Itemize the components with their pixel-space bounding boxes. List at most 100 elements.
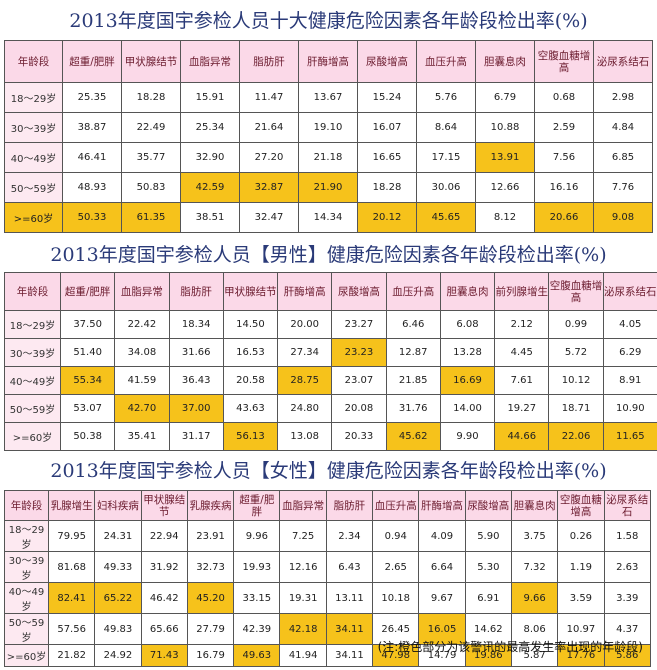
header-cell: 血压升高 — [372, 490, 420, 521]
header-cell: 脂肪肝 — [325, 490, 374, 521]
cell: 2.63 — [603, 551, 651, 583]
cell: 3.39 — [603, 582, 651, 614]
data-row: 50～59岁 48.93 50.83 42.59 32.87 21.90 18.28 30.0… — [4, 172, 653, 203]
data-row: 30～39岁 38.87 22.49 25.34 21.64 19.10 16.07 8.64… — [4, 112, 653, 143]
cell: 0.99 — [548, 310, 604, 339]
data-row: 50～59岁 53.07 42.70 37.00 43.63 24.80 20.08 31.7… — [4, 394, 657, 423]
header-cell: 尿酸增高 — [464, 490, 512, 521]
cell: 24.31 — [94, 520, 142, 552]
data-row: 30～39岁 81.68 49.33 31.92 32.73 19.93 12.16 6.43… — [4, 551, 651, 583]
header-cell: 脂肪肝 — [239, 40, 299, 83]
cell: 2.12 — [494, 310, 550, 339]
cell: 36.43 — [168, 366, 224, 395]
cell: 23.27 — [331, 310, 387, 339]
cell: 23.91 — [186, 520, 235, 552]
cell: 16.07 — [357, 112, 417, 143]
cell: 61.35 — [121, 202, 181, 233]
cell: 27.34 — [277, 338, 333, 367]
data-row: 50～59岁 57.56 49.83 65.66 27.79 42.39 42.18 34.1… — [4, 613, 651, 645]
cell: 9.96 — [233, 520, 281, 552]
cell: 42.70 — [114, 394, 170, 423]
cell: 31.92 — [140, 551, 188, 583]
header-cell: 空腹血糖增高 — [557, 490, 605, 521]
row-label: >=60岁 — [4, 202, 63, 233]
table: 年龄段 乳腺增生 妇科疾病 甲状腺结节 乳腺疾病 超重/肥胖 血脂异常 脂肪肝 血压升高 肝酶增高… — [4, 490, 651, 667]
row-label: 40～49岁 — [4, 142, 63, 173]
data-row: >=60岁 50.38 35.41 31.17 56.13 13.08 20.33 45.62… — [4, 422, 657, 451]
cell: 33.15 — [233, 582, 281, 614]
header-cell: 妇科疾病 — [94, 490, 142, 521]
cell: 31.76 — [385, 394, 441, 423]
header-cell: 空腹血糖增高 — [548, 272, 604, 311]
cell: 11.47 — [239, 82, 299, 113]
header-row: 年龄段 超重/肥胖 甲状腺结节 血脂异常 脂肪肝 肝酶增高 尿酸增高 血压升高 胆囊息肉 空腹血糖… — [4, 40, 653, 83]
cell: 24.80 — [277, 394, 333, 423]
cell: 16.79 — [186, 644, 235, 667]
cell: 20.58 — [222, 366, 279, 395]
cell: 3.59 — [557, 582, 605, 614]
row-label: 40～49岁 — [4, 366, 61, 395]
cell: 16.53 — [222, 338, 279, 367]
cell: 7.32 — [510, 551, 559, 583]
cell: 21.64 — [239, 112, 299, 143]
cell: 22.42 — [114, 310, 170, 339]
cell: 8.91 — [602, 366, 657, 395]
cell: 37.50 — [59, 310, 116, 339]
data-row: >=60岁 50.33 61.35 38.51 32.47 14.34 20.12 45.65… — [4, 202, 653, 233]
data-row: >=60岁 21.82 24.92 71.43 16.79 49.63 41.94 34.11… — [4, 644, 651, 667]
cell: 11.65 — [602, 422, 657, 451]
header-cell: 乳腺增生 — [47, 490, 96, 521]
cell: 50.38 — [59, 422, 116, 451]
cell: 13.08 — [277, 422, 333, 451]
cell: 23.07 — [331, 366, 387, 395]
cell: 24.92 — [94, 644, 142, 667]
row-label: 50～59岁 — [4, 172, 63, 203]
cell: 38.51 — [180, 202, 240, 233]
data-row: 30～39岁 51.40 34.08 31.66 16.53 27.34 23.23 12.8… — [4, 338, 657, 367]
cell: 25.34 — [180, 112, 240, 143]
row-label: >=60岁 — [4, 422, 61, 451]
cell: 42.18 — [279, 613, 327, 645]
cell: 41.59 — [114, 366, 170, 395]
cell: 56.13 — [222, 422, 279, 451]
cell: 9.90 — [439, 422, 496, 451]
cell: 21.18 — [298, 142, 358, 173]
cell: 37.00 — [168, 394, 224, 423]
cell: 18.28 — [121, 82, 181, 113]
cell: 46.42 — [140, 582, 188, 614]
cell: 34.11 — [325, 644, 374, 667]
cell: 6.29 — [602, 338, 657, 367]
cell: 38.87 — [62, 112, 122, 143]
cell: 55.34 — [59, 366, 116, 395]
cell: 22.06 — [548, 422, 604, 451]
row-label: 40～49岁 — [4, 582, 49, 614]
cell: 14.00 — [439, 394, 496, 423]
header-cell: 泌尿系结石 — [593, 40, 653, 83]
header-cell: 乳腺疾病 — [186, 490, 235, 521]
cell: 22.94 — [140, 520, 188, 552]
cell: 18.34 — [168, 310, 224, 339]
cell: 2.65 — [372, 551, 420, 583]
cell: 49.83 — [94, 613, 142, 645]
cell: 7.76 — [593, 172, 653, 203]
header-cell: 胆囊息肉 — [475, 40, 535, 83]
cell: 13.28 — [439, 338, 496, 367]
cell: 6.79 — [475, 82, 535, 113]
header-cell: 胆囊息肉 — [510, 490, 559, 521]
cell: 5.72 — [548, 338, 604, 367]
data-row: 40～49岁 46.41 35.77 32.90 27.20 21.18 16.65 17.1… — [4, 142, 653, 173]
cell: 48.93 — [62, 172, 122, 203]
row-label: >=60岁 — [4, 644, 49, 667]
header-cell: 尿酸增高 — [357, 40, 417, 83]
cell: 0.68 — [534, 82, 594, 113]
cell: 5.30 — [464, 551, 512, 583]
cell: 19.31 — [279, 582, 327, 614]
cell: 5.90 — [464, 520, 512, 552]
cell: 16.05 — [418, 613, 466, 645]
cell: 5.76 — [416, 82, 476, 113]
cell: 41.94 — [279, 644, 327, 667]
header-row: 年龄段 超重/肥胖 血脂异常 脂肪肝 甲状腺结节 肝酶增高 尿酸增高 血压升高 胆囊息肉 前列腺增… — [4, 272, 657, 311]
cell: 17.76 — [557, 644, 605, 667]
cell: 13.67 — [298, 82, 358, 113]
cell: 9.66 — [510, 582, 559, 614]
